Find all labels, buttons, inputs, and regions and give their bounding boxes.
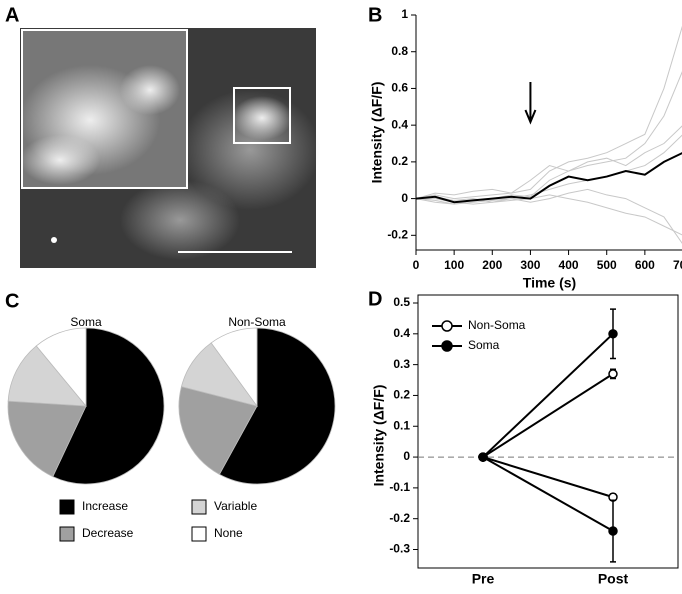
pie-slice [35,327,87,408]
legend-swatch [59,526,75,542]
y-tick-label: -0.2 [389,511,410,525]
trace [416,194,682,236]
x-tick-label: 200 [482,258,502,272]
trace [415,71,682,205]
legend-label: None [214,526,243,540]
pie-title: Non-Soma [228,315,286,329]
pie-slice [7,345,87,407]
x-tick-label: 100 [444,258,464,272]
y-axis-label: Intensity (ΔF/F) [369,82,385,184]
trace [415,25,682,200]
y-tick-label: 0 [403,449,410,463]
y-tick-label: 0.2 [393,388,410,402]
legend-label: Soma [468,338,500,352]
legend-label: Non-Soma [468,318,526,332]
x-tick-label: 300 [520,258,540,272]
y-axis-label: Intensity (ΔF/F) [371,385,387,487]
x-tick-label: 500 [597,258,617,272]
y-tick-label: 0.4 [393,326,410,340]
y-tick-label: -0.1 [389,480,410,494]
marker [608,526,618,536]
x-tick-label: Pre [472,571,495,587]
legend-label: Variable [214,499,257,513]
marker [478,452,488,462]
plot-frame [417,294,679,569]
x-tick-label: Post [598,571,629,587]
y-tick-label: 0.6 [391,81,408,95]
series-line [482,333,614,458]
x-tick-label: 400 [559,258,579,272]
pie-slice [218,327,336,485]
pie-slice [210,327,258,408]
legend-swatch [59,499,75,515]
panel-label: D [368,288,382,310]
arrow [524,82,537,125]
trace [415,134,682,203]
y-tick-label: -0.3 [389,542,410,556]
pie-slice [52,327,165,485]
marker [608,329,618,339]
series-line [482,456,614,532]
legend-swatch [191,499,207,515]
panel-label: C [5,290,19,312]
y-tick-label: 0 [401,191,408,205]
marker [608,369,618,379]
y-tick-label: 0.5 [393,295,410,309]
panel-label: B [368,4,382,26]
legend-label: Decrease [82,526,134,540]
panel-label: A [5,4,19,26]
pie-slice [178,386,258,475]
y-tick-label: 0.4 [391,117,408,131]
y-tick-label: 0.2 [391,154,408,168]
y-tick-label: 0.3 [393,357,410,371]
legend-marker [441,320,453,332]
legend-swatch [191,526,207,542]
pie-title: Soma [70,315,102,329]
x-tick-label: 600 [635,258,655,272]
trace [415,152,682,204]
y-tick-label: 0.1 [393,418,410,432]
x-tick-label: 700 [673,258,682,272]
trace [415,188,682,244]
legend-marker [441,340,453,352]
series-line [482,456,614,499]
legend-label: Increase [82,499,128,513]
y-tick-label: -0.2 [387,227,408,241]
x-tick-label: 0 [413,258,420,272]
y-tick-label: 0.8 [391,44,408,58]
series-line [482,373,614,458]
trace [415,125,682,200]
pie-slice [7,400,87,478]
x-axis-label: Time (s) [523,275,576,291]
micrograph [20,28,320,268]
y-tick-label: 1 [401,7,408,21]
